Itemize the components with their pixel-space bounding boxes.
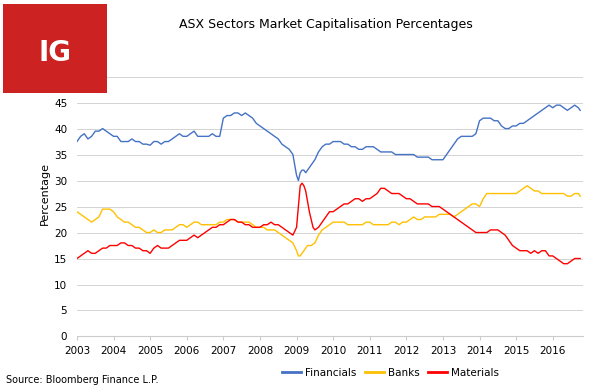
Text: ASX Sectors Market Capitalisation Percentages: ASX Sectors Market Capitalisation Percen… (179, 18, 472, 30)
Text: IG: IG (38, 39, 71, 67)
Text: Source: Bloomberg Finance L.P.: Source: Bloomberg Finance L.P. (6, 375, 159, 385)
Y-axis label: Percentage: Percentage (40, 162, 50, 225)
Legend: Financials, Banks, Materials: Financials, Banks, Materials (278, 363, 503, 382)
